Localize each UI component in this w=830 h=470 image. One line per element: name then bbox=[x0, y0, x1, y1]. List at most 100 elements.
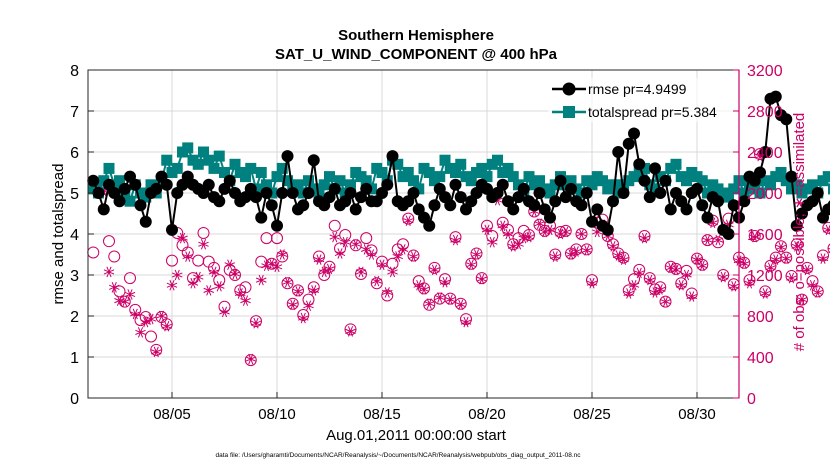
y-right-tick-label-8: 3200 bbox=[747, 63, 783, 80]
obs-possible-point bbox=[633, 263, 646, 276]
obs-possible-point bbox=[775, 240, 787, 253]
totalspread-point bbox=[586, 179, 598, 191]
obs-possible-point bbox=[523, 229, 535, 242]
y-left-tick-label-5: 5 bbox=[70, 186, 79, 203]
obs-assimilated-point bbox=[702, 234, 713, 246]
obs-possible-point bbox=[87, 246, 100, 259]
data-file-footer: data file: /Users/gharamti/Documents/NCA… bbox=[216, 452, 582, 459]
obs-assimilated-point bbox=[297, 312, 309, 324]
obs-assimilated-point bbox=[744, 277, 755, 289]
obs-assimilated-point bbox=[471, 249, 482, 260]
obs-assimilated-point bbox=[712, 234, 724, 246]
rmse-point bbox=[649, 162, 661, 175]
obs-possible-point bbox=[827, 243, 830, 254]
rmse-point bbox=[444, 199, 457, 212]
obs-possible-point bbox=[302, 293, 315, 306]
rmse-point bbox=[533, 187, 546, 199]
rmse-point bbox=[680, 203, 693, 216]
x-axis: 08/05 08/10 08/15 08/20 08/25 08/30 bbox=[153, 392, 716, 423]
rmse-point bbox=[160, 178, 173, 191]
obs-assimilated-point bbox=[313, 254, 325, 265]
obs-assimilated-point bbox=[639, 232, 650, 244]
totalspread-point bbox=[245, 162, 257, 174]
obs-assimilated-point bbox=[660, 296, 671, 307]
totalspread-point bbox=[198, 146, 209, 158]
legend-spread-marker bbox=[563, 106, 575, 118]
obs-possible-point bbox=[381, 289, 394, 302]
rmse-point bbox=[575, 199, 588, 212]
obs-possible-point bbox=[575, 228, 588, 240]
rmse-point bbox=[565, 182, 577, 195]
rmse-point bbox=[281, 150, 294, 163]
rmse-point bbox=[659, 174, 672, 187]
rmse-point bbox=[633, 158, 646, 171]
obs-assimilated-point bbox=[434, 292, 446, 303]
obs-assimilated-point bbox=[376, 259, 388, 271]
rmse-point bbox=[622, 137, 635, 150]
obs-assimilated-point bbox=[124, 289, 136, 300]
totalspread-point bbox=[313, 187, 325, 199]
y-right-tick-label-5: 2000 bbox=[747, 186, 783, 203]
obs-assimilated-point bbox=[513, 238, 524, 250]
rmse-point bbox=[449, 178, 462, 191]
obs-assimilated-point bbox=[822, 224, 830, 236]
y-axis-left-label: rmse and totalspread bbox=[50, 164, 67, 305]
obs-assimilated-point bbox=[345, 326, 356, 337]
obs-possible-point bbox=[654, 281, 667, 294]
obs-possible-point bbox=[286, 297, 299, 310]
y-right-tick-label-2: 800 bbox=[747, 309, 774, 326]
obs-possible-point bbox=[323, 260, 336, 273]
obs-assimilated-point bbox=[402, 215, 414, 226]
rmse-point bbox=[549, 195, 562, 208]
obs-assimilated-point bbox=[177, 232, 188, 244]
obs-assimilated-point bbox=[686, 291, 698, 302]
totalspread-point bbox=[360, 175, 372, 187]
legend-box bbox=[548, 78, 733, 122]
obs-assimilated-point bbox=[140, 316, 152, 328]
rmse-point bbox=[423, 219, 436, 232]
obs-assimilated-point bbox=[392, 251, 404, 262]
totalspread-point bbox=[261, 179, 272, 191]
obs-possible-point bbox=[129, 303, 142, 316]
obs-assimilated-point bbox=[534, 218, 545, 230]
obs-assimilated-point bbox=[618, 254, 629, 265]
y-right-tick-label-3: 1200 bbox=[747, 268, 783, 285]
rmse-point bbox=[712, 195, 724, 208]
obs-possible-point bbox=[418, 282, 430, 295]
obs-assimilated-point bbox=[339, 236, 351, 248]
totalspread-point bbox=[728, 183, 740, 195]
rmse-point bbox=[638, 174, 651, 187]
obs-assimilated-point bbox=[723, 219, 734, 231]
obs-assimilated-point bbox=[444, 294, 456, 305]
rmse-point bbox=[139, 215, 152, 228]
totalspread-point bbox=[791, 179, 803, 191]
obs-assimilated-point bbox=[654, 284, 666, 295]
totalspread-point bbox=[465, 175, 477, 187]
y-left-tick-label-0: 0 bbox=[70, 391, 79, 408]
rmse-point bbox=[92, 187, 105, 199]
obs-possible-point bbox=[292, 284, 304, 297]
totalspread-point bbox=[450, 167, 461, 178]
obs-assimilated-point bbox=[198, 238, 209, 250]
rmse-point bbox=[759, 146, 772, 158]
y-right-tick-label-0: 0 bbox=[747, 391, 756, 408]
totalspread-point bbox=[271, 171, 283, 183]
obs-assimilated-point bbox=[465, 259, 477, 271]
rmse-point bbox=[617, 187, 630, 199]
totalspread-point bbox=[828, 183, 830, 195]
obs-assimilated-point bbox=[114, 295, 125, 306]
rmse-point bbox=[360, 182, 373, 195]
rmse-point bbox=[607, 195, 619, 208]
rmse-point bbox=[150, 182, 163, 195]
obs-possible-point bbox=[717, 269, 730, 281]
obs-assimilated-point bbox=[770, 254, 782, 265]
obs-possible-point bbox=[244, 354, 257, 367]
obs-assimilated-point bbox=[213, 280, 225, 292]
totalspread-point bbox=[775, 167, 787, 178]
obs-assimilated-point bbox=[360, 244, 372, 255]
obs-assimilated-point bbox=[166, 279, 178, 291]
rmse-point bbox=[664, 203, 677, 216]
rmse-point bbox=[780, 113, 793, 126]
obs-possible-point bbox=[297, 308, 310, 321]
obs-possible-point bbox=[181, 246, 194, 259]
